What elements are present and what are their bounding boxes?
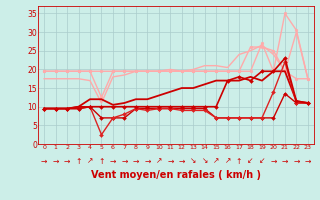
Text: ↑: ↑ — [98, 156, 105, 165]
Text: →: → — [270, 156, 277, 165]
Text: ↙: ↙ — [259, 156, 265, 165]
Text: →: → — [52, 156, 59, 165]
Text: ↘: ↘ — [202, 156, 208, 165]
Text: →: → — [179, 156, 185, 165]
Text: ↗: ↗ — [87, 156, 93, 165]
Text: ↗: ↗ — [213, 156, 219, 165]
Text: →: → — [282, 156, 288, 165]
Text: ↘: ↘ — [190, 156, 196, 165]
Text: ↑: ↑ — [75, 156, 82, 165]
Text: →: → — [144, 156, 150, 165]
Text: →: → — [133, 156, 139, 165]
Text: ↙: ↙ — [247, 156, 254, 165]
Text: →: → — [110, 156, 116, 165]
Text: →: → — [121, 156, 128, 165]
Text: →: → — [64, 156, 70, 165]
X-axis label: Vent moyen/en rafales ( km/h ): Vent moyen/en rafales ( km/h ) — [91, 170, 261, 180]
Text: ↗: ↗ — [156, 156, 162, 165]
Text: →: → — [293, 156, 300, 165]
Text: →: → — [167, 156, 173, 165]
Text: ↑: ↑ — [236, 156, 242, 165]
Text: ↗: ↗ — [224, 156, 231, 165]
Text: →: → — [41, 156, 47, 165]
Text: →: → — [305, 156, 311, 165]
